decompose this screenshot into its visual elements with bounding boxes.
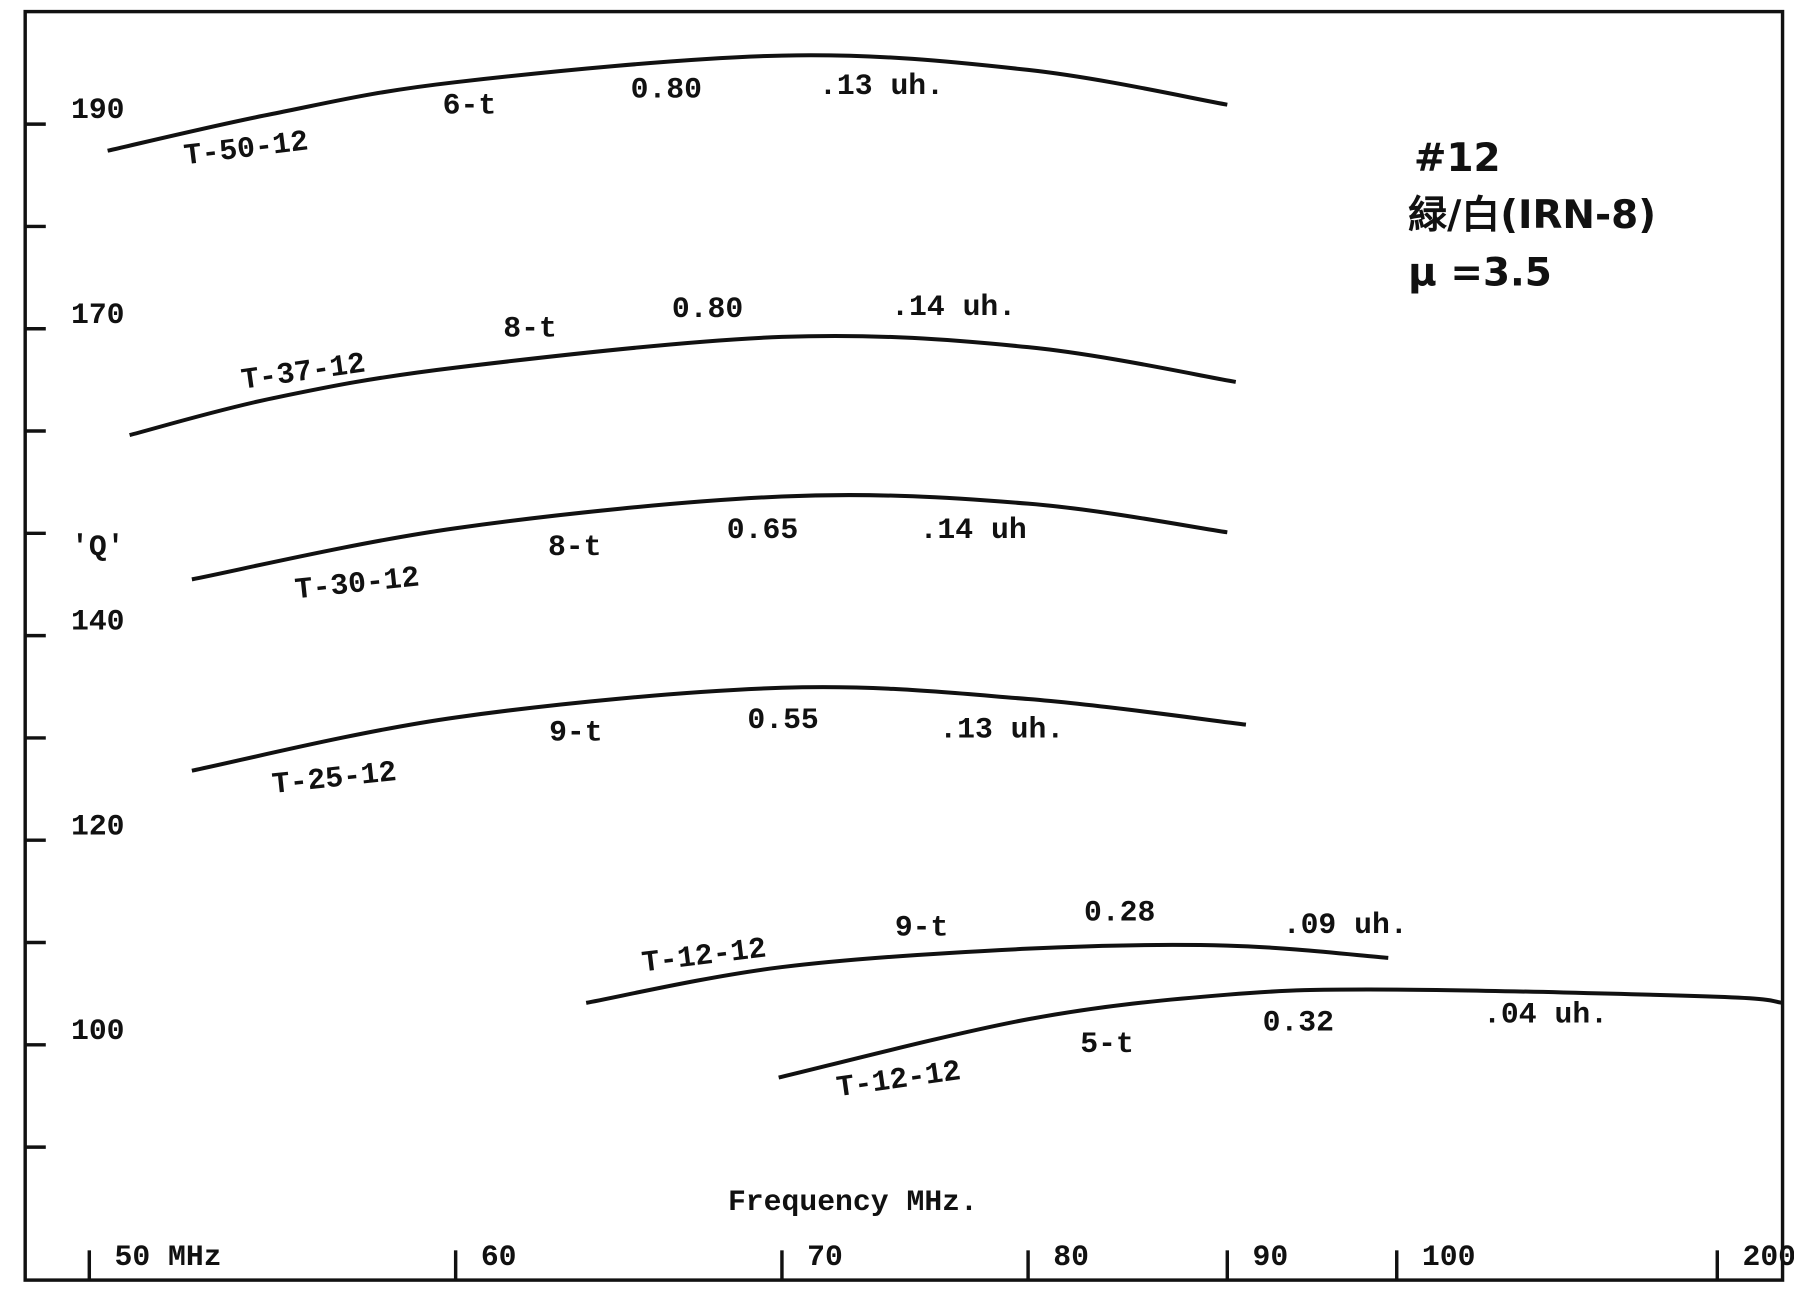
inductance-label: .13 uh. (939, 712, 1064, 746)
curve (107, 53, 1228, 153)
turns-label: 8-t (503, 312, 557, 346)
annotation: 緑/白(IRN-8) (1408, 193, 1656, 238)
annotation: μ =3.5 (1408, 250, 1552, 295)
turns-label: 9-t (549, 716, 603, 750)
y-tick-label: 100 (71, 1014, 125, 1048)
inductance-label: .13 uh. (819, 69, 944, 103)
curve (129, 333, 1237, 438)
curve-name: T-12-12 (834, 1054, 962, 1105)
curve (191, 685, 1247, 773)
ratio-label: 0.80 (672, 292, 743, 326)
y-tick-label: 120 (71, 809, 125, 843)
x-tick-label: 200 (1742, 1240, 1794, 1274)
turns-label: 9-t (895, 910, 949, 944)
plot-frame (23, 9, 1785, 1282)
curve (585, 942, 1389, 1005)
y-tick-label: 190 (71, 93, 125, 127)
ratio-label: 0.80 (631, 72, 702, 106)
x-tick-label: 70 (807, 1240, 843, 1274)
y-axis-label: 'Q' (71, 530, 125, 564)
curve-name: T-30-12 (293, 560, 421, 607)
x-tick-label: 80 (1053, 1240, 1089, 1274)
x-tick-label: 90 (1252, 1240, 1288, 1274)
x-axis-label: Frequency MHz. (728, 1185, 978, 1219)
turns-label: 6-t (443, 88, 497, 122)
inductance-label: .14 uh. (891, 290, 1016, 324)
annotation: #12 (1414, 136, 1501, 181)
turns-label: 8-t (548, 530, 602, 564)
ratio-label: 0.28 (1084, 895, 1155, 929)
ratio-label: 0.32 (1263, 1005, 1334, 1039)
curve-name: T-50-12 (182, 124, 310, 173)
x-tick-label: 50 MHz (114, 1240, 221, 1274)
ratio-label: 0.55 (747, 703, 818, 737)
curve (778, 987, 1783, 1080)
inductance-label: .09 uh. (1283, 908, 1408, 942)
inductance-label: .04 uh. (1483, 997, 1608, 1031)
inductance-label: .14 uh (920, 513, 1027, 547)
curve (191, 493, 1228, 582)
turns-label: 5-t (1080, 1027, 1134, 1061)
ratio-label: 0.65 (727, 513, 798, 547)
y-tick-label: 170 (71, 298, 125, 332)
curve-name: T-25-12 (270, 755, 398, 802)
x-tick-label: 100 (1422, 1240, 1476, 1274)
y-tick-label: 140 (71, 605, 125, 639)
x-tick-label: 60 (481, 1240, 517, 1274)
